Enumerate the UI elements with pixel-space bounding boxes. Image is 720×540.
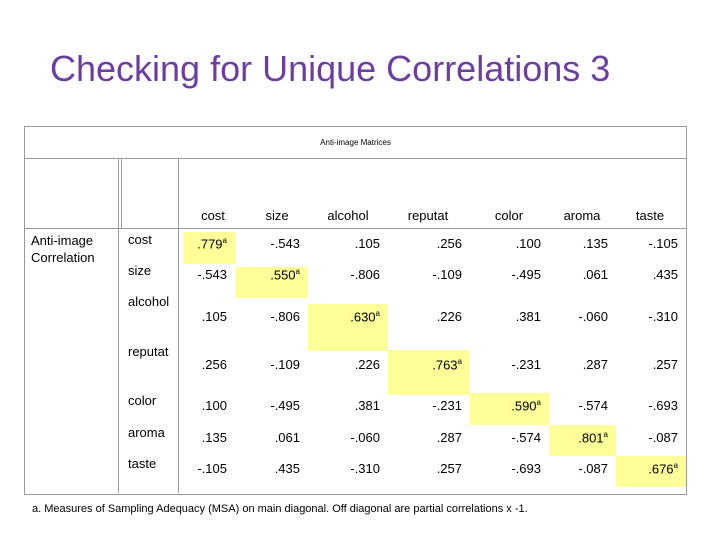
- table-cell: .135: [582, 236, 608, 251]
- diagonal-footnote-marker: a: [295, 267, 300, 276]
- table-footnote: a. Measures of Sampling Adequacy (MSA) o…: [32, 503, 528, 515]
- table-cell: .287: [582, 357, 608, 372]
- table-cell: .381: [354, 398, 380, 413]
- row-label-alcohol: alcohol: [128, 294, 170, 309]
- table-cell: .061: [582, 267, 608, 282]
- table-cell: .226: [436, 309, 462, 324]
- column-header-aroma: aroma: [563, 208, 601, 223]
- table-cell: -.574: [511, 430, 541, 445]
- table-cell: -.105: [648, 236, 678, 251]
- table-cell: -.693: [648, 398, 678, 413]
- diagonal-highlight: [308, 304, 388, 351]
- table-cell: .763a: [432, 357, 462, 373]
- table-cell: -.806: [270, 309, 300, 324]
- table-cell: .061: [274, 430, 300, 445]
- table-cell: -.231: [432, 398, 462, 413]
- table-cell: .801a: [578, 430, 608, 446]
- column-header-alcohol: alcohol: [327, 208, 369, 223]
- diagonal-footnote-marker: a: [536, 398, 541, 407]
- column-header-size: size: [265, 208, 289, 223]
- table-heading-bar: Anti-image Matrices: [25, 127, 686, 159]
- column-divider: [178, 158, 179, 493]
- table-cell: .630a: [350, 309, 380, 325]
- row-label-reputat: reputat: [128, 344, 169, 359]
- slide-title: Checking for Unique Correlations 3: [50, 48, 611, 89]
- table-cell: -.087: [578, 461, 608, 476]
- diagonal-highlight: [616, 456, 686, 487]
- table-cell: .550a: [270, 267, 300, 283]
- table-cell: -.109: [270, 357, 300, 372]
- section-label: Anti-image Correlation: [31, 233, 95, 265]
- table-cell: .590a: [511, 398, 541, 414]
- table-cell: .257: [436, 461, 462, 476]
- table-cell: .381: [515, 309, 541, 324]
- diagonal-highlight: [183, 232, 235, 264]
- table-cell: -.105: [197, 461, 227, 476]
- diagonal-footnote-marker: a: [375, 309, 380, 318]
- diagonal-highlight: [470, 393, 549, 425]
- table-cell: .256: [201, 357, 227, 372]
- row-label-size: size: [128, 263, 152, 278]
- column-divider: [121, 158, 122, 228]
- table-cell: -.543: [270, 236, 300, 251]
- table-cell: .435: [274, 461, 300, 476]
- table-cell: .435: [652, 267, 678, 282]
- table-cell: -.495: [270, 398, 300, 413]
- table-cell: -.060: [578, 309, 608, 324]
- table-cell: -.109: [432, 267, 462, 282]
- table-cell: -.310: [350, 461, 380, 476]
- row-label-aroma: aroma: [128, 425, 165, 440]
- table-cell: -.310: [648, 309, 678, 324]
- row-label-taste: taste: [128, 456, 157, 471]
- diagonal-highlight: [388, 350, 470, 395]
- table-cell: -.574: [578, 398, 608, 413]
- diagonal-highlight: [235, 267, 308, 298]
- diagonal-footnote-marker: a: [603, 430, 608, 439]
- diagonal-footnote-marker: a: [222, 236, 227, 245]
- table-cell: .100: [515, 236, 541, 251]
- table-cell: -.087: [648, 430, 678, 445]
- table-cell: .226: [354, 357, 380, 372]
- table-cell: .135: [201, 430, 227, 445]
- table-cell: .676a: [648, 461, 678, 477]
- table-cell: -.060: [350, 430, 380, 445]
- table-cell: -.231: [511, 357, 541, 372]
- table-cell: -.806: [350, 267, 380, 282]
- row-label-color: color: [128, 393, 157, 408]
- table-heading: Anti-image Matrices: [320, 138, 391, 147]
- table-cell: .105: [354, 236, 380, 251]
- table-cell: .779a: [197, 236, 227, 252]
- column-divider: [118, 158, 119, 228]
- table-cell: .287: [436, 430, 462, 445]
- table-cell: -.693: [511, 461, 541, 476]
- table-cell: -.495: [511, 267, 541, 282]
- row-divider: [25, 228, 686, 229]
- table-cell: .256: [436, 236, 462, 251]
- table-cell: .257: [652, 357, 678, 372]
- diagonal-footnote-marker: a: [457, 357, 462, 366]
- diagonal-highlight: [549, 425, 616, 456]
- column-divider: [118, 228, 119, 493]
- column-header-reputat: reputat: [407, 208, 449, 223]
- row-label-cost: cost: [128, 232, 152, 247]
- column-header-color: color: [494, 208, 524, 223]
- table-cell: -.543: [197, 267, 227, 282]
- table-cell: .100: [201, 398, 227, 413]
- diagonal-footnote-marker: a: [673, 461, 678, 470]
- column-header-taste: taste: [635, 208, 665, 223]
- column-header-cost: cost: [201, 208, 225, 223]
- table-cell: .105: [201, 309, 227, 324]
